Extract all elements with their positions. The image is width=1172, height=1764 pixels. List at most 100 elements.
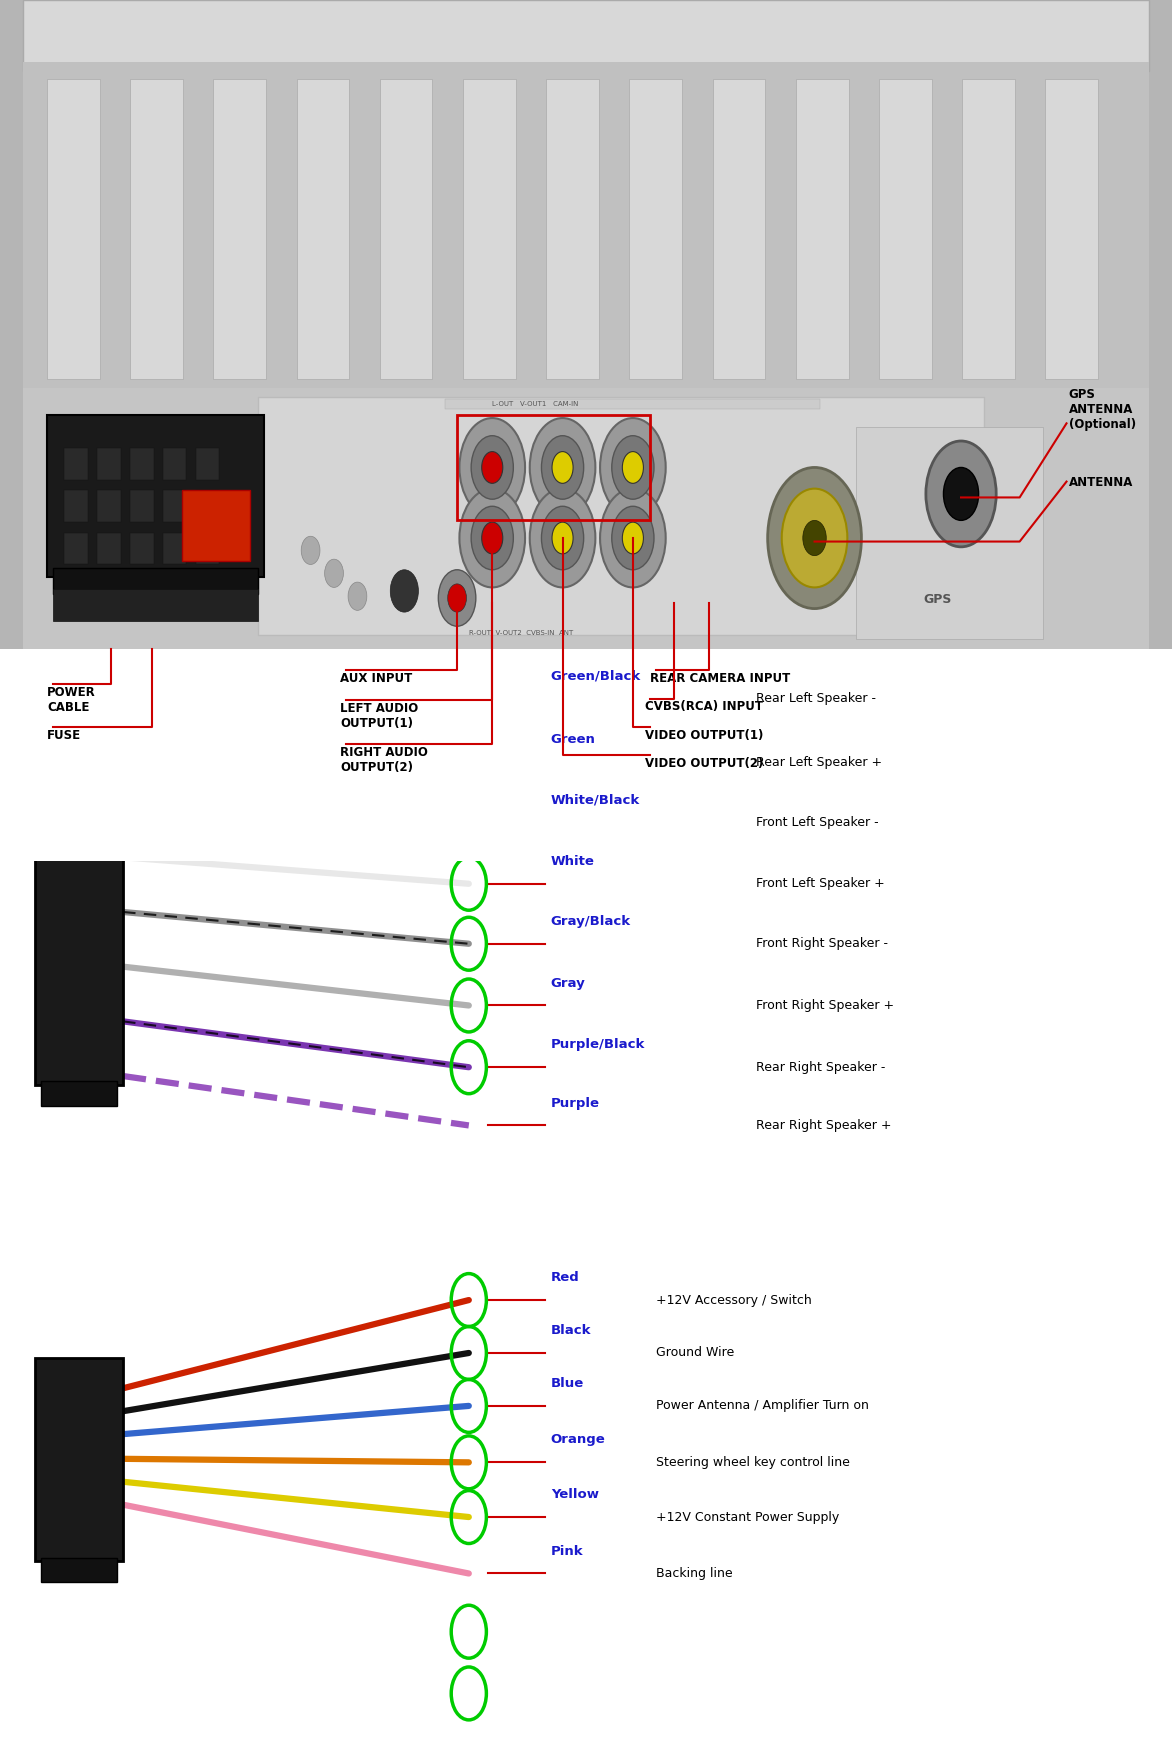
Text: Rear Right Speaker -: Rear Right Speaker -: [756, 1060, 885, 1074]
Bar: [713, 79, 765, 379]
Bar: [97, 448, 121, 480]
Text: Green/Black: Green/Black: [551, 670, 641, 683]
Text: GPS
ANTENNA
(Optional): GPS ANTENNA (Optional): [1069, 388, 1136, 430]
Bar: [196, 533, 219, 564]
Bar: [130, 79, 183, 379]
Text: ANTENNA: ANTENNA: [1069, 476, 1133, 489]
Bar: [64, 490, 88, 522]
Bar: [0, 649, 1172, 861]
Bar: [47, 415, 264, 577]
Text: Gray: Gray: [551, 977, 586, 990]
Circle shape: [612, 436, 654, 499]
Bar: [879, 79, 932, 379]
Bar: [41, 1081, 117, 1106]
Bar: [258, 397, 984, 635]
Circle shape: [438, 570, 476, 626]
Text: Front Left Speaker -: Front Left Speaker -: [756, 815, 879, 829]
Text: +12V Constant Power Supply: +12V Constant Power Supply: [656, 1510, 839, 1524]
Text: VIDEO OUTPUT(2): VIDEO OUTPUT(2): [645, 757, 763, 769]
Text: REAR CAMERA INPUT: REAR CAMERA INPUT: [650, 672, 791, 684]
Bar: [53, 568, 258, 594]
Circle shape: [600, 418, 666, 517]
Bar: [64, 533, 88, 564]
Circle shape: [552, 522, 573, 554]
Circle shape: [782, 489, 847, 587]
Text: Gray/Black: Gray/Black: [551, 916, 631, 928]
Text: Yellow: Yellow: [551, 1489, 599, 1501]
Circle shape: [482, 522, 503, 554]
Text: FUSE: FUSE: [47, 729, 81, 741]
Bar: [130, 448, 154, 480]
Circle shape: [530, 418, 595, 517]
Bar: [163, 490, 186, 522]
Text: Front Right Speaker +: Front Right Speaker +: [756, 998, 894, 1013]
Bar: [445, 399, 820, 409]
Circle shape: [600, 489, 666, 587]
Text: +12V Accessory / Switch: +12V Accessory / Switch: [656, 1293, 812, 1307]
Text: AUX INPUT: AUX INPUT: [340, 672, 413, 684]
Bar: [35, 714, 123, 1085]
Text: Rear Left Speaker -: Rear Left Speaker -: [756, 691, 875, 706]
Text: Purple/Black: Purple/Black: [551, 1039, 646, 1051]
Bar: [47, 79, 100, 379]
Circle shape: [459, 489, 525, 587]
Bar: [0, 670, 1172, 1208]
Text: R-OUT  V-OUT2  CVBS-IN  ANT: R-OUT V-OUT2 CVBS-IN ANT: [469, 630, 573, 637]
Text: Red: Red: [551, 1272, 580, 1284]
Circle shape: [541, 506, 584, 570]
Bar: [35, 1358, 123, 1561]
Text: Front Left Speaker +: Front Left Speaker +: [756, 877, 885, 891]
Circle shape: [926, 441, 996, 547]
Bar: [0, 1208, 1172, 1764]
Bar: [130, 533, 154, 564]
Circle shape: [482, 452, 503, 483]
Bar: [463, 79, 516, 379]
Bar: [196, 490, 219, 522]
Bar: [23, 0, 1149, 71]
Text: L-OUT   V-OUT1   CAM-IN: L-OUT V-OUT1 CAM-IN: [492, 400, 579, 407]
Text: Steering wheel key control line: Steering wheel key control line: [656, 1455, 850, 1469]
Circle shape: [459, 418, 525, 517]
Circle shape: [541, 436, 584, 499]
Circle shape: [622, 522, 643, 554]
Bar: [629, 79, 682, 379]
Bar: [0, 0, 1172, 649]
Text: Orange: Orange: [551, 1434, 606, 1446]
Text: Rear Left Speaker +: Rear Left Speaker +: [756, 755, 883, 769]
Bar: [457, 415, 650, 520]
Bar: [163, 533, 186, 564]
Circle shape: [348, 582, 367, 610]
Text: Pink: Pink: [551, 1545, 584, 1558]
Text: LEFT AUDIO
OUTPUT(1): LEFT AUDIO OUTPUT(1): [340, 702, 418, 730]
Bar: [163, 448, 186, 480]
Circle shape: [448, 584, 466, 612]
Bar: [182, 490, 250, 561]
Bar: [23, 62, 1149, 388]
Text: Backing line: Backing line: [656, 1566, 732, 1581]
Circle shape: [301, 536, 320, 564]
Circle shape: [530, 489, 595, 587]
Text: CVBS(RCA) INPUT: CVBS(RCA) INPUT: [645, 700, 763, 713]
Text: Purple: Purple: [551, 1097, 600, 1110]
Bar: [196, 448, 219, 480]
Circle shape: [803, 520, 826, 556]
Circle shape: [552, 452, 573, 483]
Bar: [796, 79, 849, 379]
Bar: [23, 388, 1149, 649]
Bar: [213, 79, 266, 379]
Bar: [41, 1558, 117, 1582]
Bar: [97, 533, 121, 564]
Bar: [97, 490, 121, 522]
Text: Blue: Blue: [551, 1378, 584, 1390]
Bar: [64, 448, 88, 480]
Circle shape: [943, 467, 979, 520]
Circle shape: [471, 436, 513, 499]
Text: POWER
CABLE: POWER CABLE: [47, 686, 96, 714]
Text: RIGHT AUDIO
OUTPUT(2): RIGHT AUDIO OUTPUT(2): [340, 746, 428, 774]
Bar: [380, 79, 432, 379]
Bar: [53, 589, 258, 621]
Bar: [856, 427, 1043, 639]
Text: VIDEO OUTPUT(1): VIDEO OUTPUT(1): [645, 729, 763, 741]
Circle shape: [325, 559, 343, 587]
Circle shape: [612, 506, 654, 570]
